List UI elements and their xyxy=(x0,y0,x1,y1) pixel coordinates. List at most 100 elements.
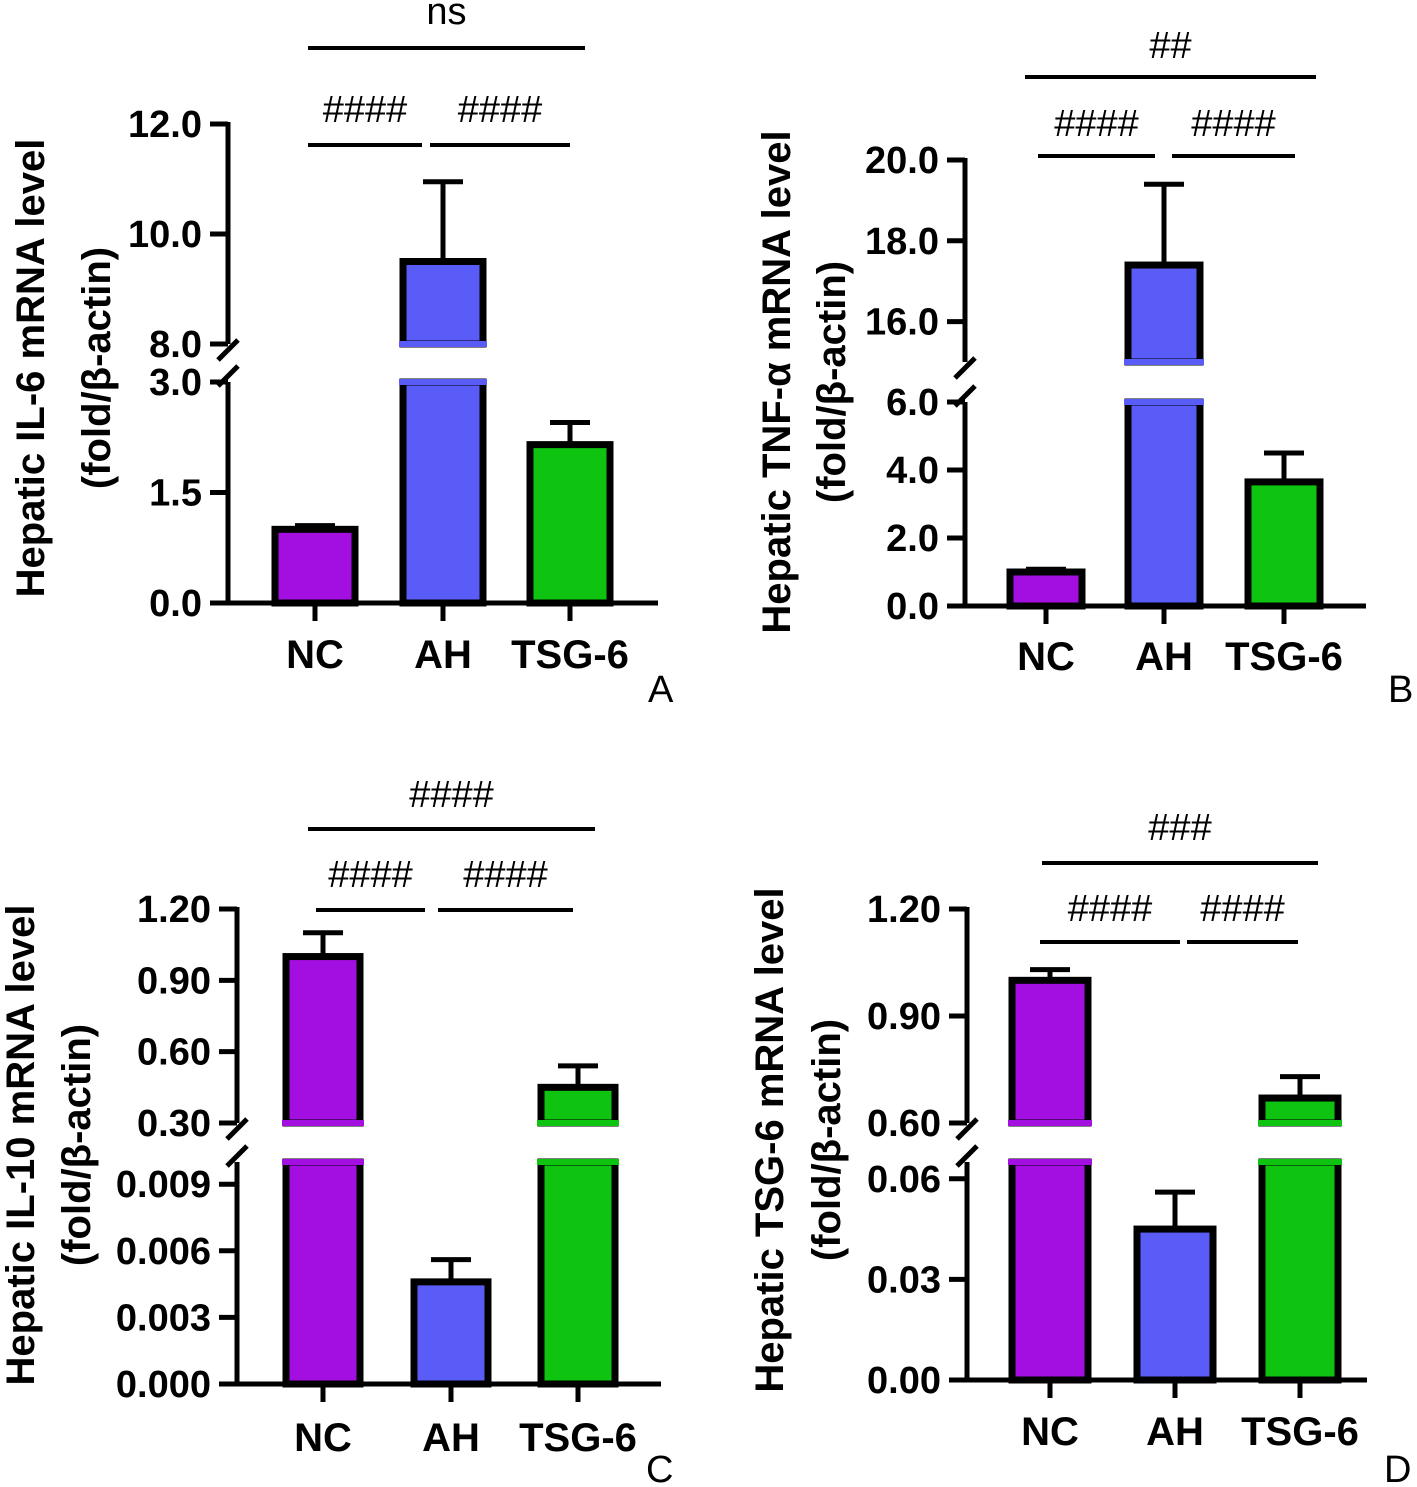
bar-nc-upper-cut xyxy=(282,1120,364,1126)
significance-label: #### xyxy=(458,89,543,131)
bar-ah-lower xyxy=(1124,398,1204,610)
y-tick-label: 8.0 xyxy=(149,324,202,366)
y-tick-label: 0.009 xyxy=(116,1164,211,1206)
bar-tsg6-lower-cut xyxy=(1258,1159,1342,1165)
axis-break-slash xyxy=(955,1117,979,1141)
x-category-label: TSG-6 xyxy=(519,1416,637,1460)
y-axis-subtitle: (fold/β-actin) xyxy=(75,247,119,489)
bar-ah-upper xyxy=(1124,261,1204,366)
y-tick-label: 0.006 xyxy=(116,1231,211,1273)
bar-tsg6-upper-cut xyxy=(1258,1120,1342,1126)
x-category-label: AH xyxy=(422,1416,480,1460)
y-axis-title: Hepatic TSG-6 mRNA level xyxy=(748,887,792,1392)
bar-ah xyxy=(410,1278,492,1388)
y-tick-label: 0.60 xyxy=(137,1032,211,1074)
axis-break-slash xyxy=(955,1144,979,1168)
x-category-label: TSG-6 xyxy=(1225,635,1343,679)
bar-nc-lower xyxy=(282,1158,364,1388)
x-category-label: NC xyxy=(286,633,344,677)
panel-label: A xyxy=(648,669,674,711)
bar-nc-lower xyxy=(1008,1158,1092,1384)
y-axis-subtitle: (fold/β-actin) xyxy=(805,1019,849,1261)
y-tick-label: 0.0 xyxy=(149,583,202,625)
x-category-label: AH xyxy=(1135,635,1193,679)
y-tick-label: 6.0 xyxy=(886,382,939,424)
y-tick-label: 3.0 xyxy=(149,362,202,404)
y-tick-label: 10.0 xyxy=(128,214,202,256)
bar-nc-upper-cut xyxy=(1008,1120,1092,1126)
bar-ah-upper-cut xyxy=(399,341,487,347)
x-category-label: AH xyxy=(1146,1410,1204,1454)
y-axis-subtitle: (fold/β-actin) xyxy=(55,1024,99,1266)
bar-tsg6-upper-cut xyxy=(537,1120,619,1126)
x-category-label: NC xyxy=(1017,635,1075,679)
y-tick-label: 0.00 xyxy=(867,1360,941,1402)
y-axis-title: Hepatic TNF-α mRNA level xyxy=(755,130,799,633)
bar-tsg6-lower-cut xyxy=(537,1159,619,1165)
y-axis-title: Hepatic IL-6 mRNA level xyxy=(9,139,53,598)
panel-label: C xyxy=(646,1449,673,1487)
y-tick-label: 0.60 xyxy=(867,1103,941,1145)
significance-label: #### xyxy=(1068,888,1153,930)
y-tick-label: 1.5 xyxy=(149,473,202,515)
bar-nc xyxy=(271,525,359,607)
significance-label: ## xyxy=(1149,25,1191,67)
panel-label: B xyxy=(1388,669,1413,711)
y-tick-label: 0.90 xyxy=(867,996,941,1038)
y-tick-label: 18.0 xyxy=(865,221,939,263)
axis-break-mark xyxy=(214,338,242,388)
y-tick-label: 1.20 xyxy=(137,889,211,931)
axis-break-slash xyxy=(216,338,240,362)
x-category-label: NC xyxy=(294,1416,352,1460)
axis-break-mark xyxy=(953,1117,981,1168)
bar-tsg6-upper xyxy=(537,1083,619,1127)
bar-nc-lower-cut xyxy=(282,1159,364,1165)
y-axis-title: Hepatic IL-10 mRNA level xyxy=(0,905,43,1386)
x-category-label: TSG-6 xyxy=(1241,1410,1359,1454)
bar-tsg6-lower xyxy=(537,1158,619,1388)
chart-panel-c: 0.000 0.003 0.006 0.009 0.30 0.60 0.90 1.20 Hepa… xyxy=(0,774,673,1487)
significance-label: ns xyxy=(426,0,466,33)
bar-tsg6 xyxy=(526,441,614,607)
y-tick-label: 20.0 xyxy=(865,140,939,182)
bar-tsg6-lower xyxy=(1258,1158,1342,1384)
y-tick-label: 16.0 xyxy=(865,302,939,344)
axis-break-slash xyxy=(953,356,977,380)
y-tick-label: 0.03 xyxy=(867,1259,941,1301)
y-tick-label: 4.0 xyxy=(886,450,939,492)
bar-ah xyxy=(1133,1225,1217,1384)
y-tick-label: 1.20 xyxy=(867,889,941,931)
panel-label: D xyxy=(1384,1449,1411,1487)
y-tick-label: 0.06 xyxy=(867,1159,941,1201)
significance-label: #### xyxy=(328,854,413,896)
significance-label: #### xyxy=(1191,103,1276,145)
significance-label: #### xyxy=(409,774,494,816)
axis-break-mark xyxy=(223,1117,251,1168)
chart-panel-a: 0.0 1.5 3.08.0 10.0 12.0 Hepatic IL-6 mRNA le… xyxy=(9,0,674,711)
bar-tsg6 xyxy=(1244,478,1324,610)
bar-nc-lower-cut xyxy=(1008,1159,1092,1165)
bar-nc xyxy=(1006,568,1086,610)
bar-ah-upper-cut xyxy=(1124,359,1204,365)
y-tick-label: 0.90 xyxy=(137,960,211,1002)
significance-label: #### xyxy=(1200,888,1285,930)
y-tick-label: 0.000 xyxy=(116,1364,211,1406)
y-tick-label: 12.0 xyxy=(128,104,202,146)
chart-panel-d: 0.00 0.03 0.06 0.60 0.90 1.20 Hepatic TSG-6 mR… xyxy=(748,807,1411,1487)
bar-ah-lower xyxy=(399,378,487,607)
bar-nc-upper xyxy=(1008,976,1092,1127)
bar-ah-upper xyxy=(399,258,487,348)
significance-label: #### xyxy=(1054,103,1139,145)
y-tick-label: 0.003 xyxy=(116,1297,211,1339)
y-tick-label: 2.0 xyxy=(886,518,939,560)
y-axis-subtitle: (fold/β-actin) xyxy=(810,261,854,503)
bar-nc-upper xyxy=(282,953,364,1127)
axis-break-slash xyxy=(225,1144,249,1168)
y-tick-label: 0.0 xyxy=(886,586,939,628)
bar-ah-lower-cut xyxy=(399,379,487,385)
significance-label: ### xyxy=(1148,807,1211,849)
x-category-label: NC xyxy=(1021,1410,1079,1454)
bar-ah-lower-cut xyxy=(1124,399,1204,405)
bar-tsg6-upper xyxy=(1258,1094,1342,1127)
